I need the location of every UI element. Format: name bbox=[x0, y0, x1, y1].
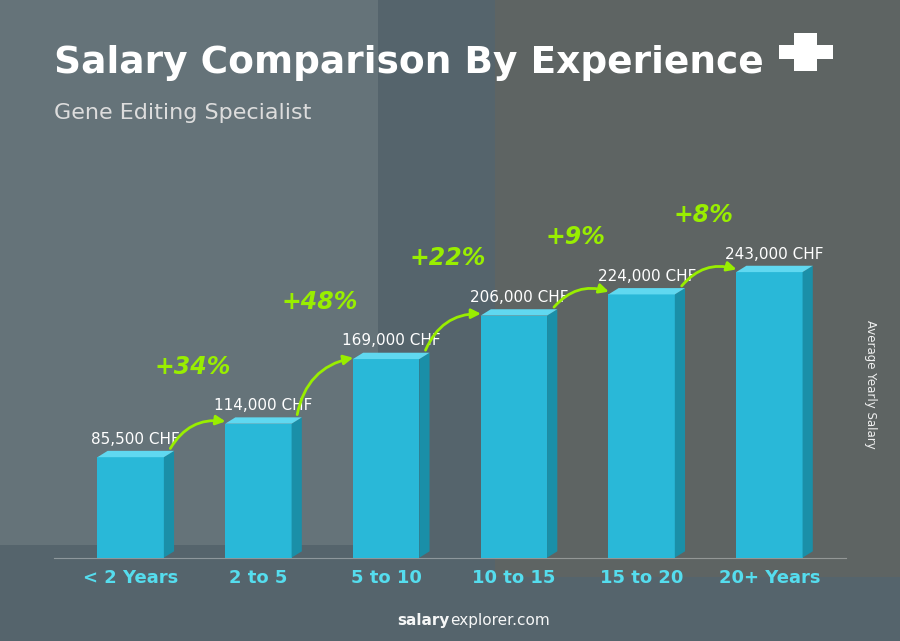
Bar bbox=[0, 0, 378, 545]
Polygon shape bbox=[608, 294, 675, 558]
Text: +48%: +48% bbox=[282, 290, 358, 314]
Polygon shape bbox=[481, 309, 557, 315]
Text: explorer.com: explorer.com bbox=[450, 613, 550, 628]
Text: +22%: +22% bbox=[410, 246, 486, 271]
Text: salary: salary bbox=[398, 613, 450, 628]
Polygon shape bbox=[164, 451, 174, 558]
Polygon shape bbox=[736, 266, 813, 272]
Bar bbox=[495, 0, 900, 577]
Polygon shape bbox=[97, 451, 174, 457]
Text: 169,000 CHF: 169,000 CHF bbox=[342, 333, 441, 349]
Text: Gene Editing Specialist: Gene Editing Specialist bbox=[54, 103, 311, 122]
Text: +34%: +34% bbox=[154, 354, 230, 379]
Text: 85,500 CHF: 85,500 CHF bbox=[92, 431, 180, 447]
Polygon shape bbox=[353, 353, 429, 359]
Text: 243,000 CHF: 243,000 CHF bbox=[725, 247, 824, 262]
Polygon shape bbox=[225, 417, 302, 424]
Polygon shape bbox=[353, 359, 419, 558]
Text: 224,000 CHF: 224,000 CHF bbox=[598, 269, 696, 284]
Polygon shape bbox=[419, 353, 429, 558]
Text: 206,000 CHF: 206,000 CHF bbox=[470, 290, 568, 305]
Polygon shape bbox=[778, 33, 832, 71]
Polygon shape bbox=[225, 424, 292, 558]
Polygon shape bbox=[608, 288, 685, 294]
Polygon shape bbox=[97, 457, 164, 558]
Polygon shape bbox=[481, 315, 547, 558]
Polygon shape bbox=[547, 309, 557, 558]
Text: +9%: +9% bbox=[545, 225, 606, 249]
Text: Salary Comparison By Experience: Salary Comparison By Experience bbox=[54, 45, 764, 81]
Text: Average Yearly Salary: Average Yearly Salary bbox=[865, 320, 878, 449]
Text: 114,000 CHF: 114,000 CHF bbox=[214, 398, 312, 413]
Polygon shape bbox=[675, 288, 685, 558]
Polygon shape bbox=[803, 266, 813, 558]
Text: +8%: +8% bbox=[673, 203, 734, 227]
Polygon shape bbox=[736, 272, 803, 558]
Polygon shape bbox=[292, 417, 302, 558]
